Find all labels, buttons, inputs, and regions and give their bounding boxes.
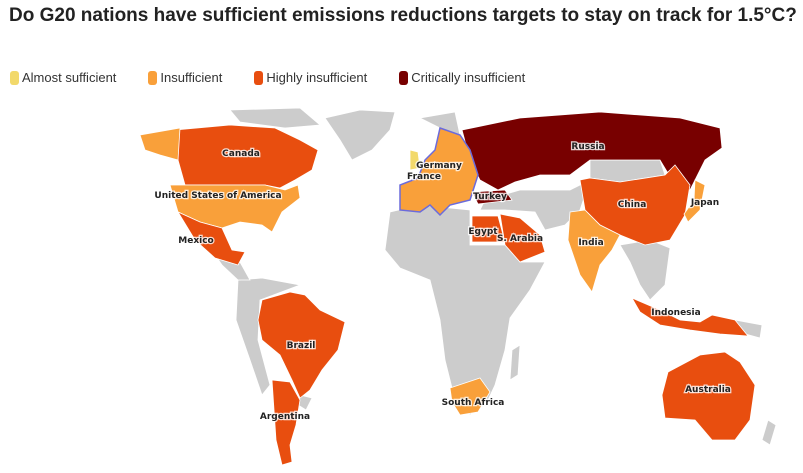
- label-usa: United States of America: [154, 191, 281, 201]
- south-america-no-data[interactable]: [235, 277, 302, 396]
- label-germany: Germany: [416, 161, 462, 171]
- label-south-africa: South Africa: [442, 398, 505, 408]
- label-japan: Japan: [690, 198, 719, 208]
- country-south-africa[interactable]: [449, 377, 491, 416]
- label-canada: Canada: [222, 149, 260, 159]
- middle-central-asia-no-data[interactable]: [479, 179, 591, 231]
- legend-label: Almost sufficient: [22, 70, 117, 85]
- country-turkey[interactable]: [471, 189, 513, 205]
- africa-no-data[interactable]: [384, 204, 546, 416]
- label-india: India: [578, 238, 603, 248]
- country-india[interactable]: [567, 209, 621, 293]
- legend-label: Highly insufficient: [266, 70, 368, 85]
- greenland[interactable]: [324, 109, 396, 161]
- legend-item-insufficient[interactable]: Insufficient: [148, 70, 222, 85]
- label-saudi-arabia: S. Arabia: [497, 234, 543, 244]
- se-asia-no-data[interactable]: [619, 239, 671, 301]
- country-usa-alaska[interactable]: [139, 127, 181, 161]
- legend-swatch: [10, 70, 19, 85]
- legend: Almost sufficient Insufficient Highly in…: [10, 70, 557, 85]
- legend-label: Critically insufficient: [411, 70, 526, 85]
- legend-label: Insufficient: [160, 70, 223, 85]
- country-argentina[interactable]: [271, 379, 301, 466]
- label-france: France: [407, 172, 441, 182]
- legend-swatch: [254, 70, 264, 85]
- legend-item-critically-insufficient[interactable]: Critically insufficient: [399, 70, 525, 85]
- new-zealand[interactable]: [761, 419, 777, 446]
- label-indonesia: Indonesia: [651, 308, 700, 318]
- label-brazil: Brazil: [287, 341, 316, 351]
- label-australia: Australia: [685, 385, 731, 395]
- country-japan[interactable]: [683, 179, 706, 223]
- country-australia[interactable]: [661, 351, 756, 441]
- legend-item-highly-insufficient[interactable]: Highly insufficient: [254, 70, 367, 85]
- label-china: China: [618, 200, 647, 210]
- country-uk[interactable]: [409, 149, 421, 171]
- label-mexico: Mexico: [178, 236, 213, 246]
- country-eu[interactable]: [399, 127, 479, 217]
- country-brazil[interactable]: [257, 291, 346, 399]
- madagascar[interactable]: [509, 344, 521, 381]
- country-mexico[interactable]: [176, 211, 246, 266]
- legend-swatch: [148, 70, 158, 85]
- label-turkey: Turkey: [473, 192, 507, 202]
- legend-item-almost-sufficient[interactable]: Almost sufficient: [10, 70, 116, 85]
- legend-swatch: [399, 70, 409, 85]
- country-russia[interactable]: [461, 111, 723, 191]
- country-indonesia[interactable]: [631, 297, 749, 337]
- label-egypt: Egypt: [468, 227, 498, 237]
- country-saudi[interactable]: [499, 213, 546, 263]
- label-argentina: Argentina: [260, 412, 310, 422]
- chart-title: Do G20 nations have sufficient emissions…: [9, 5, 797, 26]
- label-russia: Russia: [571, 142, 604, 152]
- arctic-islands[interactable]: [229, 107, 321, 129]
